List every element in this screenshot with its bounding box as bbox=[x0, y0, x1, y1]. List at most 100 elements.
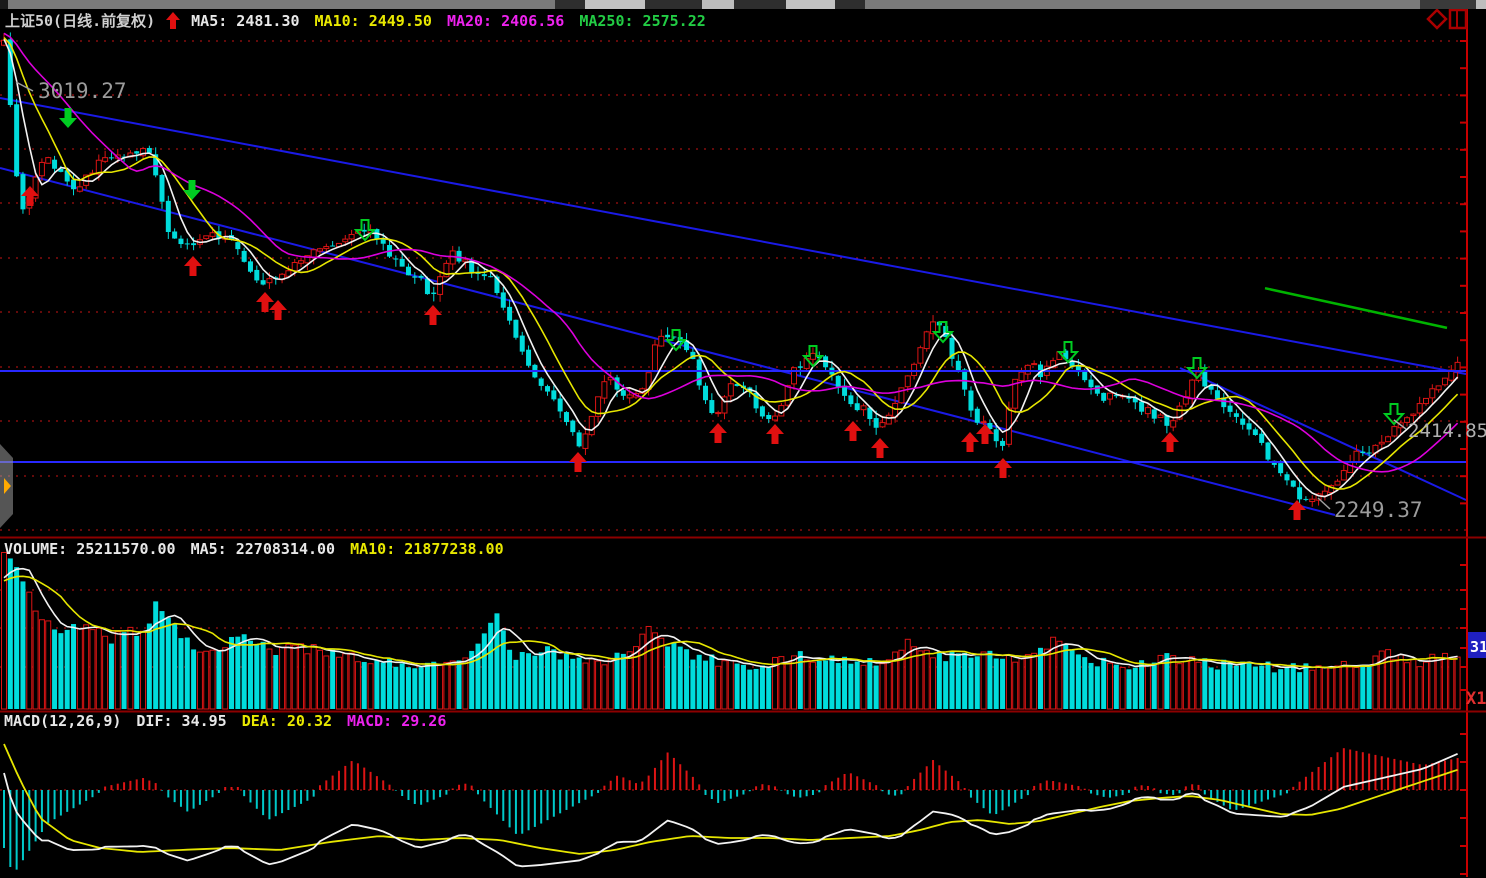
candle-body bbox=[620, 390, 626, 396]
ma20-value: MA20: 2406.56 bbox=[446, 11, 565, 30]
candle-body bbox=[1233, 413, 1239, 417]
volume-header: VOLUME: 25211570.00 MA5: 22708314.00 MA1… bbox=[4, 540, 504, 558]
scale-x1-button[interactable]: X1 bbox=[1466, 689, 1486, 709]
candle-body bbox=[854, 403, 860, 411]
volume-bar bbox=[753, 668, 759, 709]
candle-body bbox=[1088, 379, 1094, 388]
candle-body bbox=[1144, 407, 1151, 415]
candle-body bbox=[58, 168, 64, 172]
volume-bar bbox=[696, 654, 702, 709]
volume-bar bbox=[1441, 652, 1448, 710]
volume-bar bbox=[645, 625, 652, 710]
split-pane-icon[interactable] bbox=[1448, 8, 1468, 30]
volume-bar bbox=[709, 654, 715, 709]
volume-bar bbox=[854, 661, 860, 709]
candle-body bbox=[582, 433, 589, 449]
volume-bar bbox=[1195, 661, 1202, 710]
candle-body bbox=[431, 292, 437, 294]
left-panel-expander[interactable] bbox=[0, 444, 13, 528]
volume-bar bbox=[1360, 664, 1366, 709]
volume-bar bbox=[1429, 653, 1436, 710]
volume-bar bbox=[784, 661, 791, 710]
volume-bar bbox=[335, 656, 342, 710]
volume-bar bbox=[475, 643, 481, 709]
volume-bar bbox=[816, 661, 822, 709]
candle-body bbox=[1069, 360, 1075, 367]
volume-bar bbox=[993, 658, 999, 709]
volume-bar bbox=[108, 643, 114, 709]
volume-bar bbox=[412, 668, 418, 709]
volume-bar bbox=[601, 664, 608, 710]
buy-signal-arrow bbox=[184, 256, 202, 276]
candle-body bbox=[405, 266, 411, 276]
volume-bar bbox=[1391, 659, 1398, 710]
candle-body bbox=[140, 148, 147, 157]
volume-bar bbox=[1164, 653, 1170, 709]
volume-bar bbox=[1227, 661, 1233, 709]
volume-bar bbox=[570, 658, 576, 709]
buy-signal-arrow bbox=[569, 452, 587, 472]
volume-bar bbox=[1157, 654, 1164, 710]
sell-signal-arrow-hollow bbox=[801, 345, 825, 368]
candle-body bbox=[304, 255, 311, 264]
volume-bar bbox=[842, 656, 848, 709]
volume-bar bbox=[898, 649, 905, 710]
volume-layer bbox=[1, 551, 1461, 710]
candle-body bbox=[759, 406, 765, 417]
sell-signal-arrow-hollow bbox=[1382, 403, 1406, 426]
candle-body bbox=[1024, 364, 1031, 375]
volume-bar bbox=[114, 631, 121, 710]
volume-bar bbox=[588, 658, 595, 710]
volume-bar bbox=[254, 644, 260, 709]
chrome-segment bbox=[555, 0, 585, 9]
candle-body bbox=[507, 306, 513, 321]
volume-bar bbox=[1397, 654, 1404, 710]
candle-body bbox=[962, 369, 968, 390]
dif-line bbox=[3, 753, 1458, 868]
candle-body bbox=[1347, 461, 1354, 474]
volume-bar bbox=[1056, 640, 1063, 710]
candle-body bbox=[209, 232, 216, 237]
candle-body bbox=[848, 395, 854, 405]
candle-body bbox=[310, 249, 317, 258]
volume-bar bbox=[469, 650, 475, 709]
volume-bar bbox=[1126, 669, 1132, 709]
candle-body bbox=[1252, 429, 1258, 435]
volume-bar bbox=[727, 659, 734, 710]
candle-body bbox=[595, 396, 602, 417]
volume-bar bbox=[1221, 659, 1227, 709]
diamond-icon[interactable] bbox=[1426, 8, 1448, 30]
buy-signal-arrow bbox=[424, 305, 442, 325]
candle-body bbox=[1202, 371, 1208, 387]
candle-body bbox=[1290, 480, 1296, 487]
candle-body bbox=[418, 275, 424, 278]
candle-body bbox=[1429, 388, 1436, 399]
volume-bar bbox=[1012, 661, 1019, 710]
volume-bar bbox=[778, 656, 785, 710]
volume-bar bbox=[153, 601, 159, 709]
volume-bar bbox=[607, 658, 614, 710]
volume-bar bbox=[26, 591, 33, 710]
volume-bar bbox=[279, 646, 286, 710]
current-price-label: 2414.85 bbox=[1408, 420, 1486, 442]
candle-body bbox=[753, 392, 759, 409]
volume-bar bbox=[848, 663, 854, 709]
candle-body bbox=[1164, 415, 1170, 426]
macd-params: MACD(12,26,9) bbox=[4, 712, 122, 730]
volume-bar bbox=[936, 651, 942, 709]
candle-body bbox=[456, 250, 462, 262]
volume-bar bbox=[563, 653, 569, 709]
buy-signal-arrow bbox=[766, 424, 784, 444]
instrument-title: 上证50(日线.前复权) bbox=[5, 12, 156, 30]
volume-bar bbox=[494, 613, 500, 709]
candle-body bbox=[1151, 409, 1157, 419]
volume-bar bbox=[1303, 663, 1309, 709]
scale-badge[interactable] bbox=[1468, 632, 1486, 658]
candle-body bbox=[7, 39, 13, 106]
candle-body bbox=[987, 422, 993, 429]
volume-bar bbox=[310, 644, 317, 710]
volume-bar bbox=[1005, 654, 1012, 710]
volume-bar bbox=[507, 649, 513, 709]
